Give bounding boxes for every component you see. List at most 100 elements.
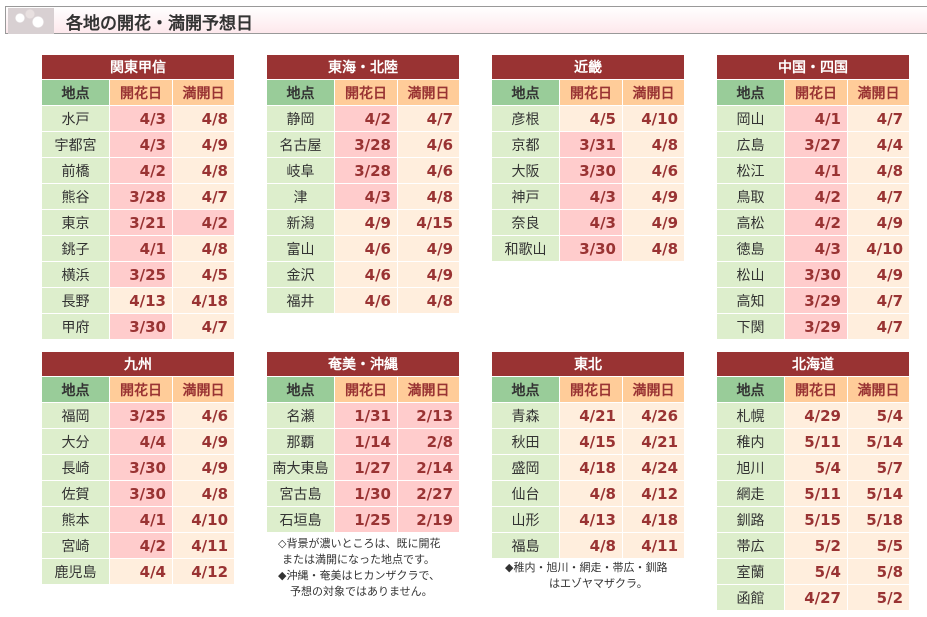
table-row: 福島 4/8 4/11	[491, 532, 686, 559]
bloom-date-cell: 4/1	[784, 105, 848, 132]
region-name: 近畿	[490, 54, 686, 80]
table-row: 名古屋 3/28 4/6	[266, 131, 461, 158]
column-header-full: 満開日	[621, 79, 686, 106]
bloom-date-cell: 4/5	[559, 105, 623, 132]
place-cell: 銚子	[41, 235, 110, 262]
full-bloom-date-cell: 5/14	[846, 428, 911, 455]
table-row: 彦根 4/5 4/10	[491, 105, 686, 132]
bloom-date-cell: 3/30	[109, 313, 173, 340]
note-line: ◆沖縄・奄美はヒカンザクラで、	[278, 569, 441, 582]
region-table: 北海道 地点 開花日 満開日 札幌 4/29 5/4 稚内 5/11 5/14 旭川 5/4 5/7 網走…	[715, 351, 911, 611]
table-row: 仙台 4/8 4/12	[491, 480, 686, 507]
full-bloom-date-cell: 4/8	[621, 235, 686, 262]
region-name: 東北	[490, 351, 686, 377]
place-cell: 津	[266, 183, 335, 210]
column-header-bloom: 開花日	[784, 376, 848, 403]
full-bloom-date-cell: 2/8	[396, 428, 461, 455]
column-header-place: 地点	[41, 376, 110, 403]
full-bloom-date-cell: 4/8	[396, 183, 461, 210]
table-row: 大分 4/4 4/9	[41, 428, 236, 455]
place-cell: 甲府	[41, 313, 110, 340]
region-table: 奄美・沖縄 地点 開花日 満開日 名瀬 1/31 2/13 那覇 1/14 2/8 南大東島 1/27…	[265, 351, 461, 533]
full-bloom-date-cell: 4/4	[846, 131, 911, 158]
place-cell: 彦根	[491, 105, 560, 132]
table-row: 金沢 4/6 4/9	[266, 261, 461, 288]
place-cell: 鳥取	[716, 183, 785, 210]
table-row: 松山 3/30 4/9	[716, 261, 911, 288]
place-cell: 福井	[266, 287, 335, 314]
place-cell: 秋田	[491, 428, 560, 455]
table-row: 下関 3/29 4/7	[716, 313, 911, 340]
place-cell: 岡山	[716, 105, 785, 132]
full-bloom-date-cell: 4/8	[846, 157, 911, 184]
full-bloom-date-cell: 4/9	[621, 183, 686, 210]
table-row: 鳥取 4/2 4/7	[716, 183, 911, 210]
full-bloom-date-cell: 4/7	[846, 313, 911, 340]
bloom-date-cell: 4/3	[334, 183, 398, 210]
bloom-date-cell: 4/3	[559, 209, 623, 236]
table-row: 高知 3/29 4/7	[716, 287, 911, 314]
bloom-date-cell: 1/25	[334, 506, 398, 533]
bloom-date-cell: 3/30	[784, 261, 848, 288]
bloom-date-cell: 4/9	[334, 209, 398, 236]
full-bloom-date-cell: 4/8	[171, 480, 236, 507]
column-header-bloom: 開花日	[784, 79, 848, 106]
bloom-date-cell: 1/30	[334, 480, 398, 507]
table-row: 高松 4/2 4/9	[716, 209, 911, 236]
place-cell: 宇都宮	[41, 131, 110, 158]
bloom-date-cell: 3/25	[109, 402, 173, 429]
column-header-bloom: 開花日	[334, 79, 398, 106]
table-row: 甲府 3/30 4/7	[41, 313, 235, 340]
place-cell: 稚内	[716, 428, 785, 455]
bloom-date-cell: 4/4	[109, 558, 173, 585]
table-row: 札幌 4/29 5/4	[716, 402, 911, 429]
note-line: 予想の対象ではありません。	[290, 585, 433, 598]
table-row: 静岡 4/2 4/7	[266, 105, 461, 132]
table-row: 東京 3/21 4/2	[41, 209, 235, 236]
bloom-date-cell: 4/13	[559, 506, 623, 533]
column-header-full: 満開日	[846, 376, 911, 403]
place-cell: 大分	[41, 428, 110, 455]
bloom-date-cell: 4/2	[784, 209, 848, 236]
table-row: 石垣島 1/25 2/19	[266, 506, 461, 533]
table-row: 宮古島 1/30 2/27	[266, 480, 461, 507]
full-bloom-date-cell: 4/8	[172, 157, 235, 184]
bloom-date-cell: 5/4	[784, 558, 848, 585]
full-bloom-date-cell: 5/7	[846, 454, 911, 481]
table-row: 横浜 3/25 4/5	[41, 261, 235, 288]
bloom-date-cell: 3/30	[559, 157, 623, 184]
table-row: 岐阜 3/28 4/6	[266, 157, 461, 184]
table-row: 福井 4/6 4/8	[266, 287, 461, 314]
full-bloom-date-cell: 4/9	[846, 261, 911, 288]
bloom-date-cell: 3/28	[109, 183, 173, 210]
column-header-full: 満開日	[396, 376, 461, 403]
full-bloom-date-cell: 4/9	[846, 209, 911, 236]
note-line: または満開になった地点です。	[282, 553, 435, 566]
bloom-date-cell: 1/27	[334, 454, 398, 481]
table-row: 大阪 3/30 4/6	[491, 157, 686, 184]
full-bloom-date-cell: 4/9	[171, 428, 236, 455]
place-cell: 富山	[266, 235, 335, 262]
bloom-date-cell: 3/27	[784, 131, 848, 158]
bloom-date-cell: 4/15	[559, 428, 623, 455]
full-bloom-date-cell: 5/8	[846, 558, 911, 585]
place-cell: 室蘭	[716, 558, 785, 585]
bloom-date-cell: 4/3	[109, 105, 173, 132]
place-cell: 岐阜	[266, 157, 335, 184]
column-header-bloom: 開花日	[109, 79, 173, 106]
table-row: 旭川 5/4 5/7	[716, 454, 911, 481]
place-cell: 長野	[41, 287, 110, 314]
table-row: 松江 4/1 4/8	[716, 157, 911, 184]
table-row: 佐賀 3/30 4/8	[41, 480, 236, 507]
full-bloom-date-cell: 4/21	[621, 428, 686, 455]
place-cell: 広島	[716, 131, 785, 158]
region-name: 九州	[40, 351, 236, 377]
place-cell: 下関	[716, 313, 785, 340]
place-cell: 札幌	[716, 402, 785, 429]
bloom-date-cell: 4/8	[559, 532, 623, 559]
table-row: 釧路 5/15 5/18	[716, 506, 911, 533]
bloom-date-cell: 5/4	[784, 454, 848, 481]
table-row: 徳島 4/3 4/10	[716, 235, 911, 262]
note-hokkaido: ◆稚内・旭川・網走・帯広・釧路 はエゾヤマザクラ。	[505, 560, 667, 592]
table-row: 函館 4/27 5/2	[716, 584, 911, 611]
